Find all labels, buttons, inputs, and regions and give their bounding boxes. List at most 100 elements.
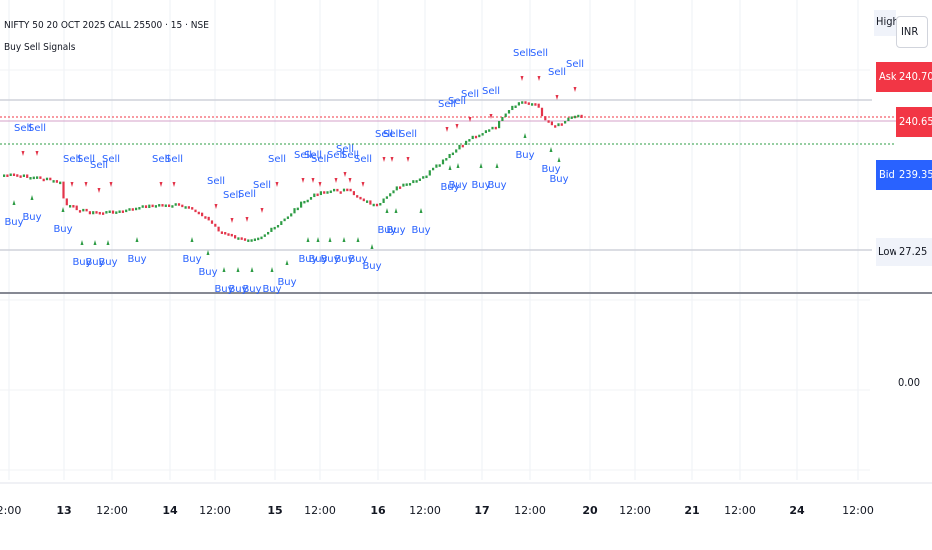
currency-button[interactable]: INR bbox=[896, 16, 928, 48]
time-axis-label: 12:00 bbox=[304, 504, 336, 517]
buy-signal-arrow bbox=[479, 163, 483, 168]
candle bbox=[210, 220, 214, 224]
buy-signal-arrow bbox=[106, 240, 110, 245]
candle bbox=[59, 181, 62, 185]
buy-signal-arrow bbox=[80, 240, 84, 245]
candle bbox=[531, 103, 534, 106]
buy-signal-arrow bbox=[495, 163, 499, 168]
sell-signal-label: Sell bbox=[28, 123, 46, 134]
sell-signal-arrow bbox=[455, 124, 459, 129]
sell-signal-arrow bbox=[489, 114, 493, 119]
candle bbox=[3, 174, 6, 177]
candle bbox=[78, 210, 82, 213]
time-axis-label: 14 bbox=[162, 504, 178, 517]
candle bbox=[422, 176, 425, 179]
time-axis-label: 24 bbox=[789, 504, 805, 517]
buy-signal-arrow bbox=[135, 237, 139, 242]
buy-signal-label: Buy bbox=[228, 284, 247, 295]
buy-signal-label: Buy bbox=[4, 217, 23, 228]
candle bbox=[22, 174, 25, 177]
candle bbox=[82, 208, 85, 212]
candle bbox=[273, 226, 276, 230]
buy-signal-label: Buy bbox=[85, 257, 104, 268]
candle bbox=[356, 195, 359, 198]
candle bbox=[65, 198, 68, 206]
candle bbox=[214, 223, 217, 227]
candle bbox=[52, 180, 55, 183]
sell-signal-arrow bbox=[70, 182, 74, 187]
candle bbox=[296, 207, 299, 211]
sell-signal-arrow bbox=[318, 182, 322, 187]
candle bbox=[316, 193, 319, 197]
candle bbox=[135, 207, 138, 211]
sell-signal-arrow bbox=[35, 151, 39, 156]
buy-signal-arrow bbox=[316, 237, 320, 242]
sell-signal-arrow bbox=[245, 217, 249, 222]
candle bbox=[144, 205, 148, 209]
candle bbox=[537, 103, 540, 108]
buy-signal-arrow bbox=[456, 163, 460, 168]
buy-signal-arrow bbox=[206, 250, 210, 255]
time-axis-label: 2:00 bbox=[0, 504, 21, 517]
buy-signal-arrow bbox=[385, 208, 389, 213]
indicator-title[interactable]: Buy Sell Signals bbox=[4, 42, 76, 53]
sell-signal-arrow bbox=[343, 172, 347, 177]
sell-signal-label: Sell bbox=[438, 99, 456, 110]
candle bbox=[468, 139, 471, 142]
buy-signal-arrow bbox=[250, 267, 254, 272]
sell-signal-arrow bbox=[361, 182, 365, 187]
candle bbox=[438, 164, 441, 167]
buy-signal-label: Buy bbox=[262, 284, 281, 295]
candle bbox=[174, 203, 177, 206]
sell-signal-label: Sell bbox=[513, 48, 531, 59]
candle bbox=[560, 123, 563, 126]
sell-signal-arrow bbox=[214, 204, 218, 209]
candle bbox=[217, 226, 220, 232]
candle bbox=[204, 216, 207, 219]
buy-signal-arrow bbox=[30, 195, 34, 200]
candle bbox=[359, 196, 362, 200]
time-axis-label: 12:00 bbox=[842, 504, 874, 517]
sell-signal-arrow bbox=[520, 76, 524, 81]
candle bbox=[474, 135, 478, 139]
sell-signal-label: Sell bbox=[207, 176, 225, 187]
buy-signal-arrow bbox=[306, 237, 310, 242]
buy-signal-label: Buy bbox=[182, 254, 201, 265]
sell-signal-label: Sell bbox=[165, 154, 183, 165]
buy-signal-label: Buy bbox=[53, 224, 72, 235]
candle bbox=[445, 158, 448, 161]
sell-signal-label: Sell bbox=[268, 154, 286, 165]
candle bbox=[257, 237, 260, 241]
candle bbox=[389, 193, 392, 197]
candle bbox=[125, 209, 128, 213]
candle bbox=[458, 144, 461, 150]
buy-signal-arrow bbox=[328, 237, 332, 242]
candle bbox=[461, 144, 464, 148]
low-label: Low bbox=[876, 238, 897, 266]
sell-signal-arrow bbox=[382, 157, 386, 162]
low-value: 27.25 bbox=[896, 238, 932, 266]
sell-signal-arrow bbox=[301, 178, 305, 183]
time-axis-label: 17 bbox=[474, 504, 489, 517]
high-label: High bbox=[874, 10, 899, 36]
symbol-title[interactable]: NIFTY 50 20 OCT 2025 CALL 25500 · 15 · N… bbox=[4, 20, 209, 31]
candle bbox=[425, 175, 428, 179]
candle bbox=[557, 123, 560, 127]
candle bbox=[441, 159, 445, 165]
candle bbox=[451, 152, 454, 156]
candle bbox=[501, 117, 504, 122]
sell-signal-arrow bbox=[97, 188, 101, 193]
candle bbox=[224, 232, 227, 235]
sell-signal-label: Sell bbox=[341, 150, 359, 161]
sell-signal-label: Sell bbox=[102, 154, 120, 165]
buy-signal-label: Buy bbox=[277, 277, 296, 288]
candle bbox=[379, 202, 382, 206]
candle bbox=[118, 210, 121, 213]
sell-signal-arrow bbox=[21, 151, 25, 156]
candle bbox=[567, 117, 570, 122]
candle bbox=[237, 237, 240, 240]
candle bbox=[573, 115, 577, 119]
candle bbox=[366, 200, 369, 203]
candle bbox=[280, 221, 283, 225]
